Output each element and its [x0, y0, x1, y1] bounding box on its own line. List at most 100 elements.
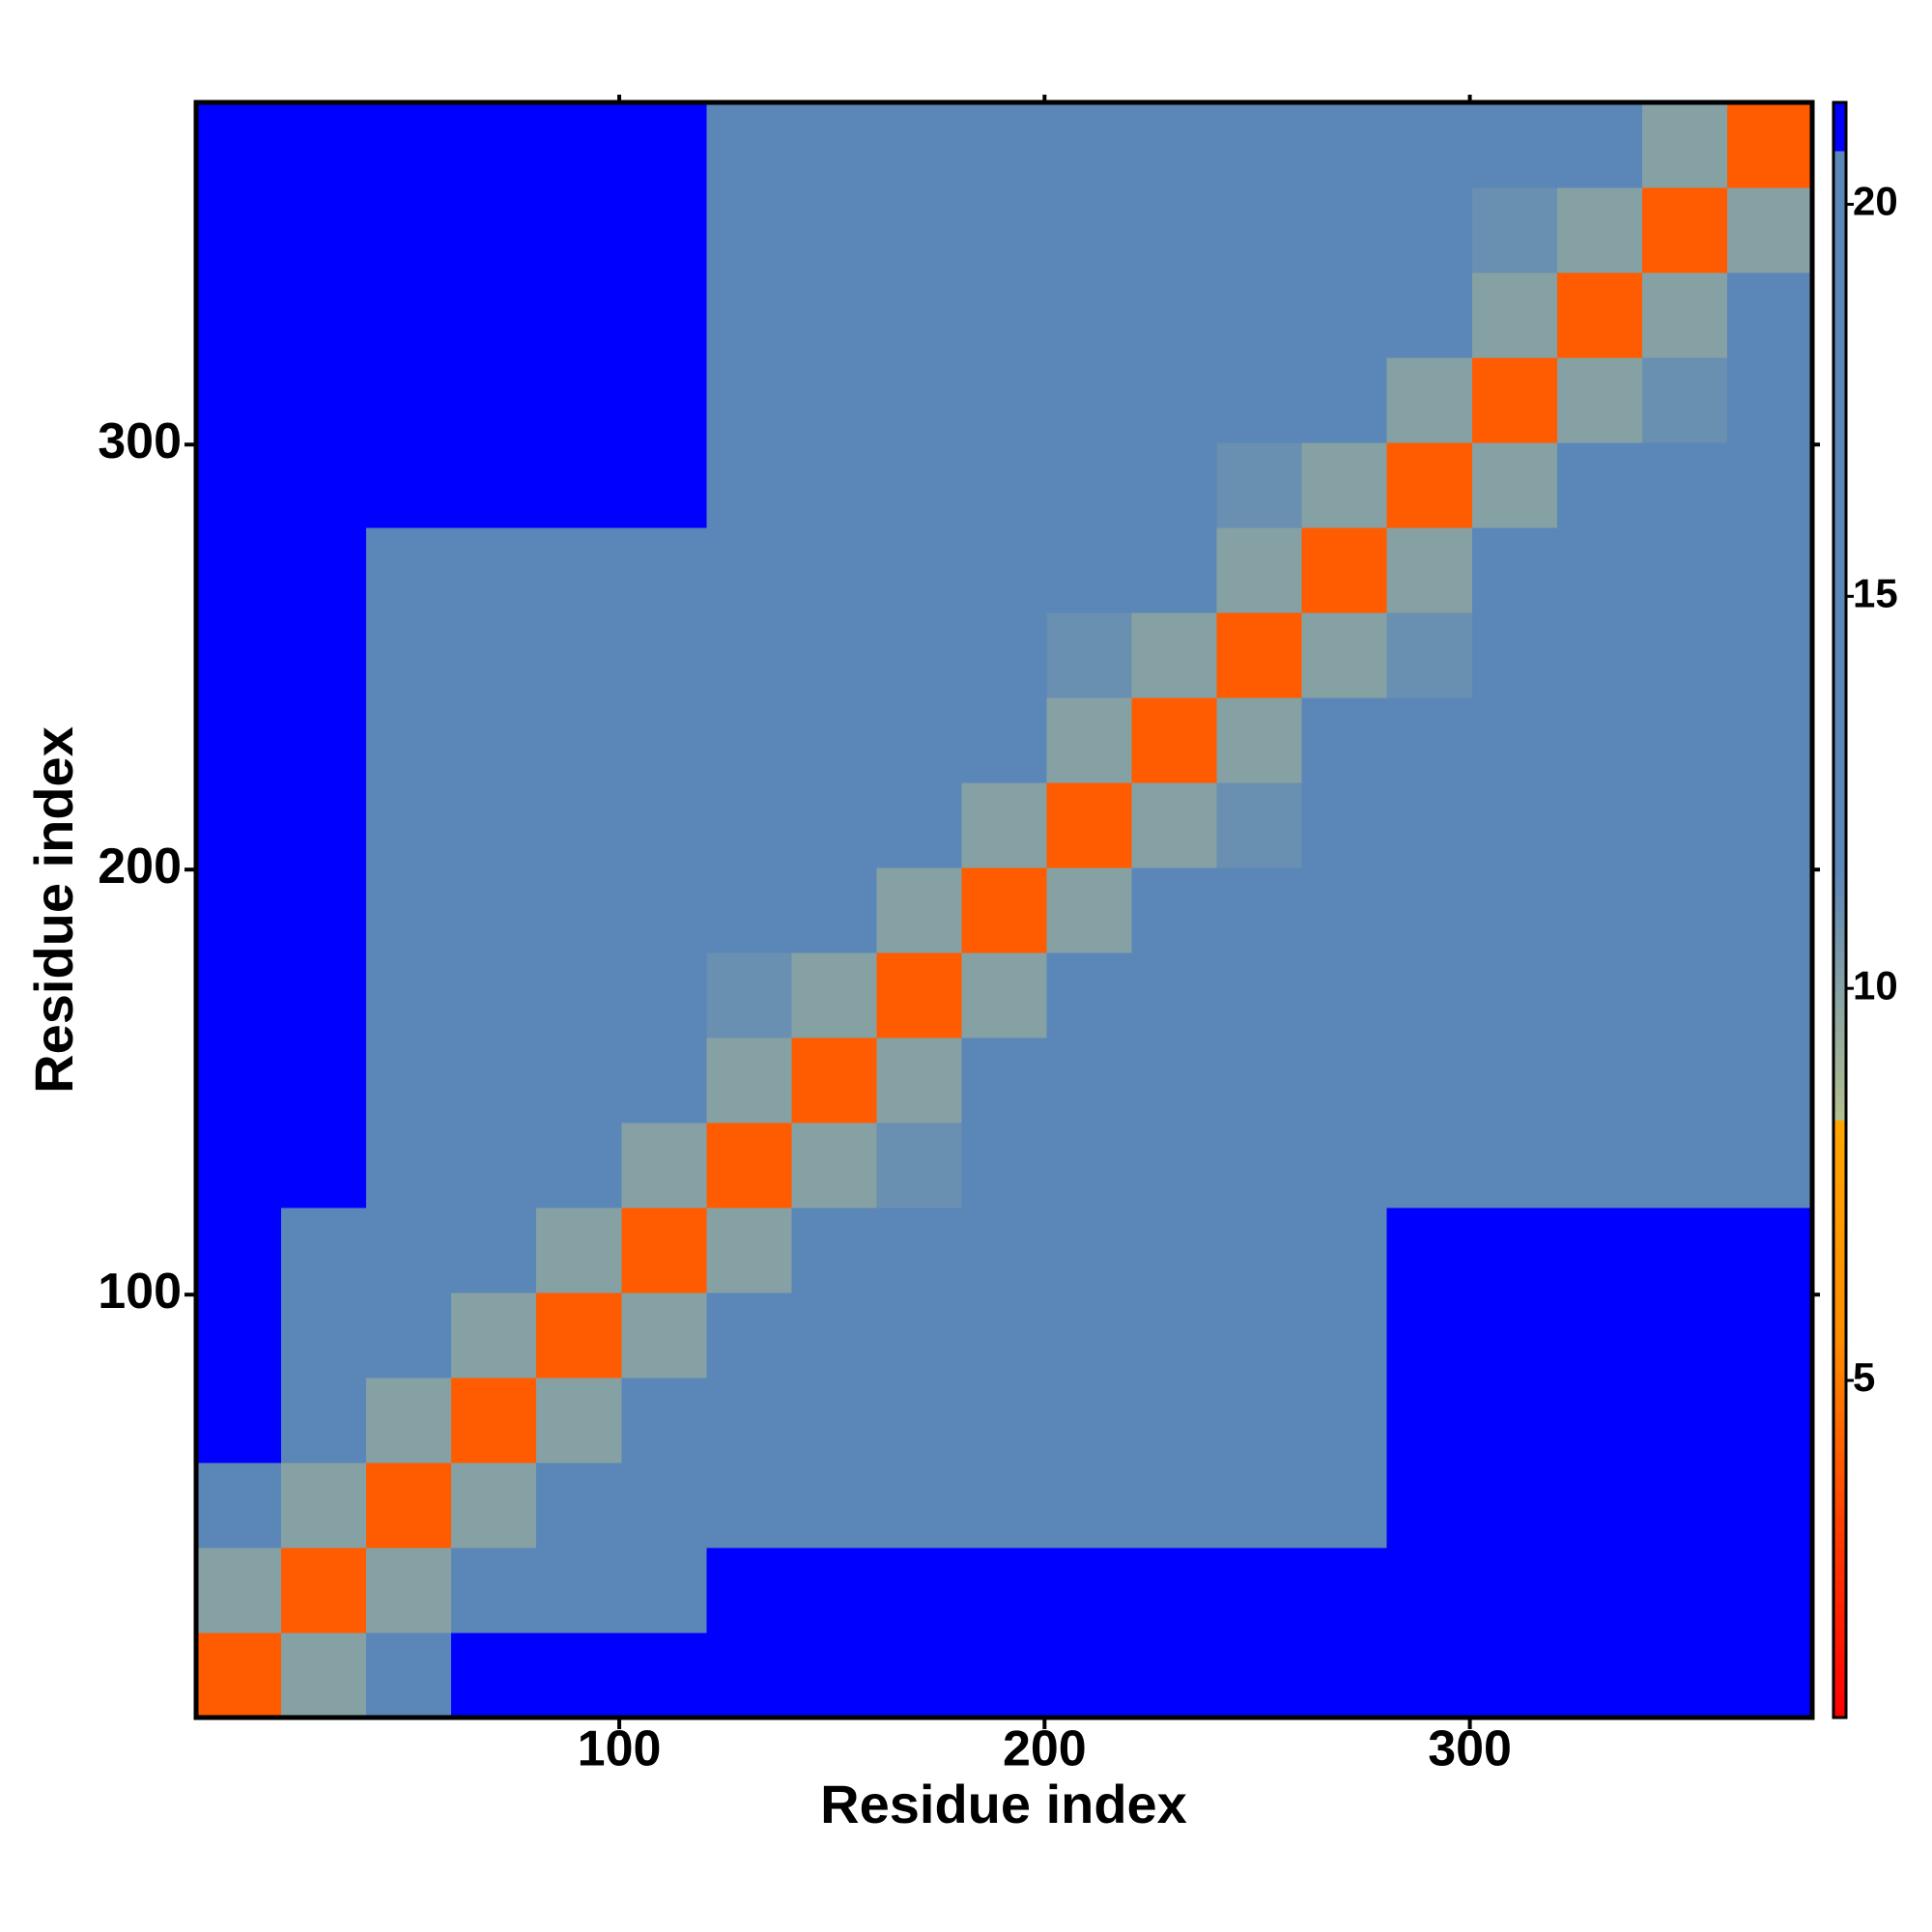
heatmap-cell	[1726, 1633, 1813, 1719]
colorbar-segment	[1833, 788, 1846, 798]
heatmap-cell	[536, 1463, 622, 1548]
heatmap-cell	[876, 357, 962, 443]
heatmap-cell	[366, 272, 452, 358]
colorbar-segment	[1833, 473, 1846, 483]
heatmap-cell	[876, 102, 962, 188]
colorbar-segment	[1833, 1516, 1846, 1524]
colorbar-segment	[1833, 336, 1846, 346]
colorbar-segment	[1833, 1418, 1846, 1428]
heatmap-cell	[1471, 272, 1558, 358]
heatmap-cell	[196, 527, 282, 613]
heatmap-cell	[1641, 952, 1728, 1038]
colorbar-segment	[1833, 594, 1846, 604]
heatmap-cell	[536, 1378, 622, 1463]
heatmap-cell	[1386, 697, 1473, 783]
heatmap-cell	[366, 612, 452, 698]
colorbar-segment	[1833, 1701, 1846, 1711]
heatmap-cell	[196, 1548, 282, 1634]
heatmap-cell	[1216, 1293, 1303, 1378]
colorbar-segment	[1833, 102, 1846, 111]
colorbar-segment	[1833, 1362, 1846, 1372]
heatmap-cell	[281, 782, 367, 868]
colorbar-segment	[1833, 732, 1846, 741]
heatmap-cell	[196, 952, 282, 1038]
heatmap-cell	[706, 1378, 792, 1463]
colorbar-segment	[1833, 1555, 1846, 1565]
colorbar-segment	[1833, 1225, 1846, 1234]
colorbar-segment	[1833, 1644, 1846, 1654]
heatmap-cell	[366, 782, 452, 868]
colorbar-segment	[1833, 716, 1846, 725]
heatmap-cell	[791, 527, 877, 613]
heatmap-cell	[791, 952, 877, 1038]
heatmap-cell	[1641, 697, 1728, 783]
heatmap-cell	[1471, 1548, 1558, 1634]
heatmap-cell	[1046, 1463, 1133, 1548]
colorbar-segment	[1833, 974, 1846, 983]
heatmap-cell	[1726, 272, 1813, 358]
colorbar-segment	[1833, 1112, 1846, 1121]
heatmap-cell	[1046, 867, 1133, 953]
colorbar-segment	[1833, 457, 1846, 467]
heatmap-cell	[281, 1633, 367, 1719]
colorbar-segment	[1833, 570, 1846, 580]
colorbar-segment	[1833, 328, 1846, 337]
colorbar-segment	[1833, 296, 1846, 305]
colorbar-segment	[1833, 934, 1846, 943]
heatmap-cell	[621, 1037, 707, 1123]
y-axis-title: Residue index	[23, 726, 84, 1094]
heatmap-cell	[791, 697, 877, 783]
heatmap-cell	[451, 1122, 537, 1208]
heatmap-cell	[196, 697, 282, 783]
heatmap-cell	[1471, 1378, 1558, 1463]
colorbar-segment	[1833, 1014, 1846, 1024]
heatmap-cell	[1301, 527, 1388, 613]
heatmap-cell	[1301, 782, 1388, 868]
heatmap-cell	[451, 272, 537, 358]
colorbar-segment	[1833, 1233, 1846, 1242]
colorbar-segment	[1833, 377, 1846, 386]
heatmap-cell	[1386, 442, 1473, 528]
colorbar-segment	[1833, 748, 1846, 757]
colorbar-segment	[1833, 1047, 1846, 1056]
heatmap-cell	[1556, 612, 1643, 698]
colorbar-segment	[1833, 894, 1846, 903]
heatmap-cell	[1216, 1633, 1303, 1719]
heatmap-cell	[1386, 612, 1473, 698]
colorbar-segment	[1833, 1677, 1846, 1687]
colorbar-segment	[1833, 247, 1846, 257]
heatmap-cell	[961, 952, 1048, 1038]
heatmap-cell	[196, 867, 282, 953]
heatmap-cell	[961, 612, 1048, 698]
colorbar-segment	[1833, 1079, 1846, 1089]
colorbar-segment	[1833, 466, 1846, 475]
heatmap-cell	[451, 697, 537, 783]
colorbar-tick-label: 15	[1853, 570, 1898, 615]
colorbar-segment	[1833, 1410, 1846, 1420]
colorbar-segment	[1833, 409, 1846, 418]
colorbar-segment	[1833, 1596, 1846, 1605]
colorbar-segment	[1833, 812, 1846, 822]
heatmap-cell	[876, 697, 962, 783]
heatmap-cell	[621, 1293, 707, 1378]
heatmap-cell	[1726, 442, 1813, 528]
heatmap-cell	[621, 187, 707, 273]
colorbar-segment	[1833, 1442, 1846, 1452]
colorbar-segment	[1833, 724, 1846, 733]
heatmap-cell	[451, 782, 537, 868]
heatmap-cell	[876, 187, 962, 273]
heatmap-cell	[1046, 187, 1133, 273]
heatmap-cell	[1641, 1633, 1728, 1719]
colorbar-segment	[1833, 158, 1846, 168]
colorbar-segment	[1833, 910, 1846, 919]
colorbar-segment	[1833, 1127, 1846, 1137]
heatmap-cell	[366, 952, 452, 1038]
colorbar-segment	[1833, 1491, 1846, 1500]
heatmap-cell	[1641, 442, 1728, 528]
heatmap-cell	[1216, 697, 1303, 783]
heatmap-cell	[281, 527, 367, 613]
heatmap-cell	[1471, 952, 1558, 1038]
heatmap-cell	[791, 1122, 877, 1208]
colorbar-segment	[1833, 240, 1846, 248]
heatmap-cell	[1726, 952, 1813, 1038]
